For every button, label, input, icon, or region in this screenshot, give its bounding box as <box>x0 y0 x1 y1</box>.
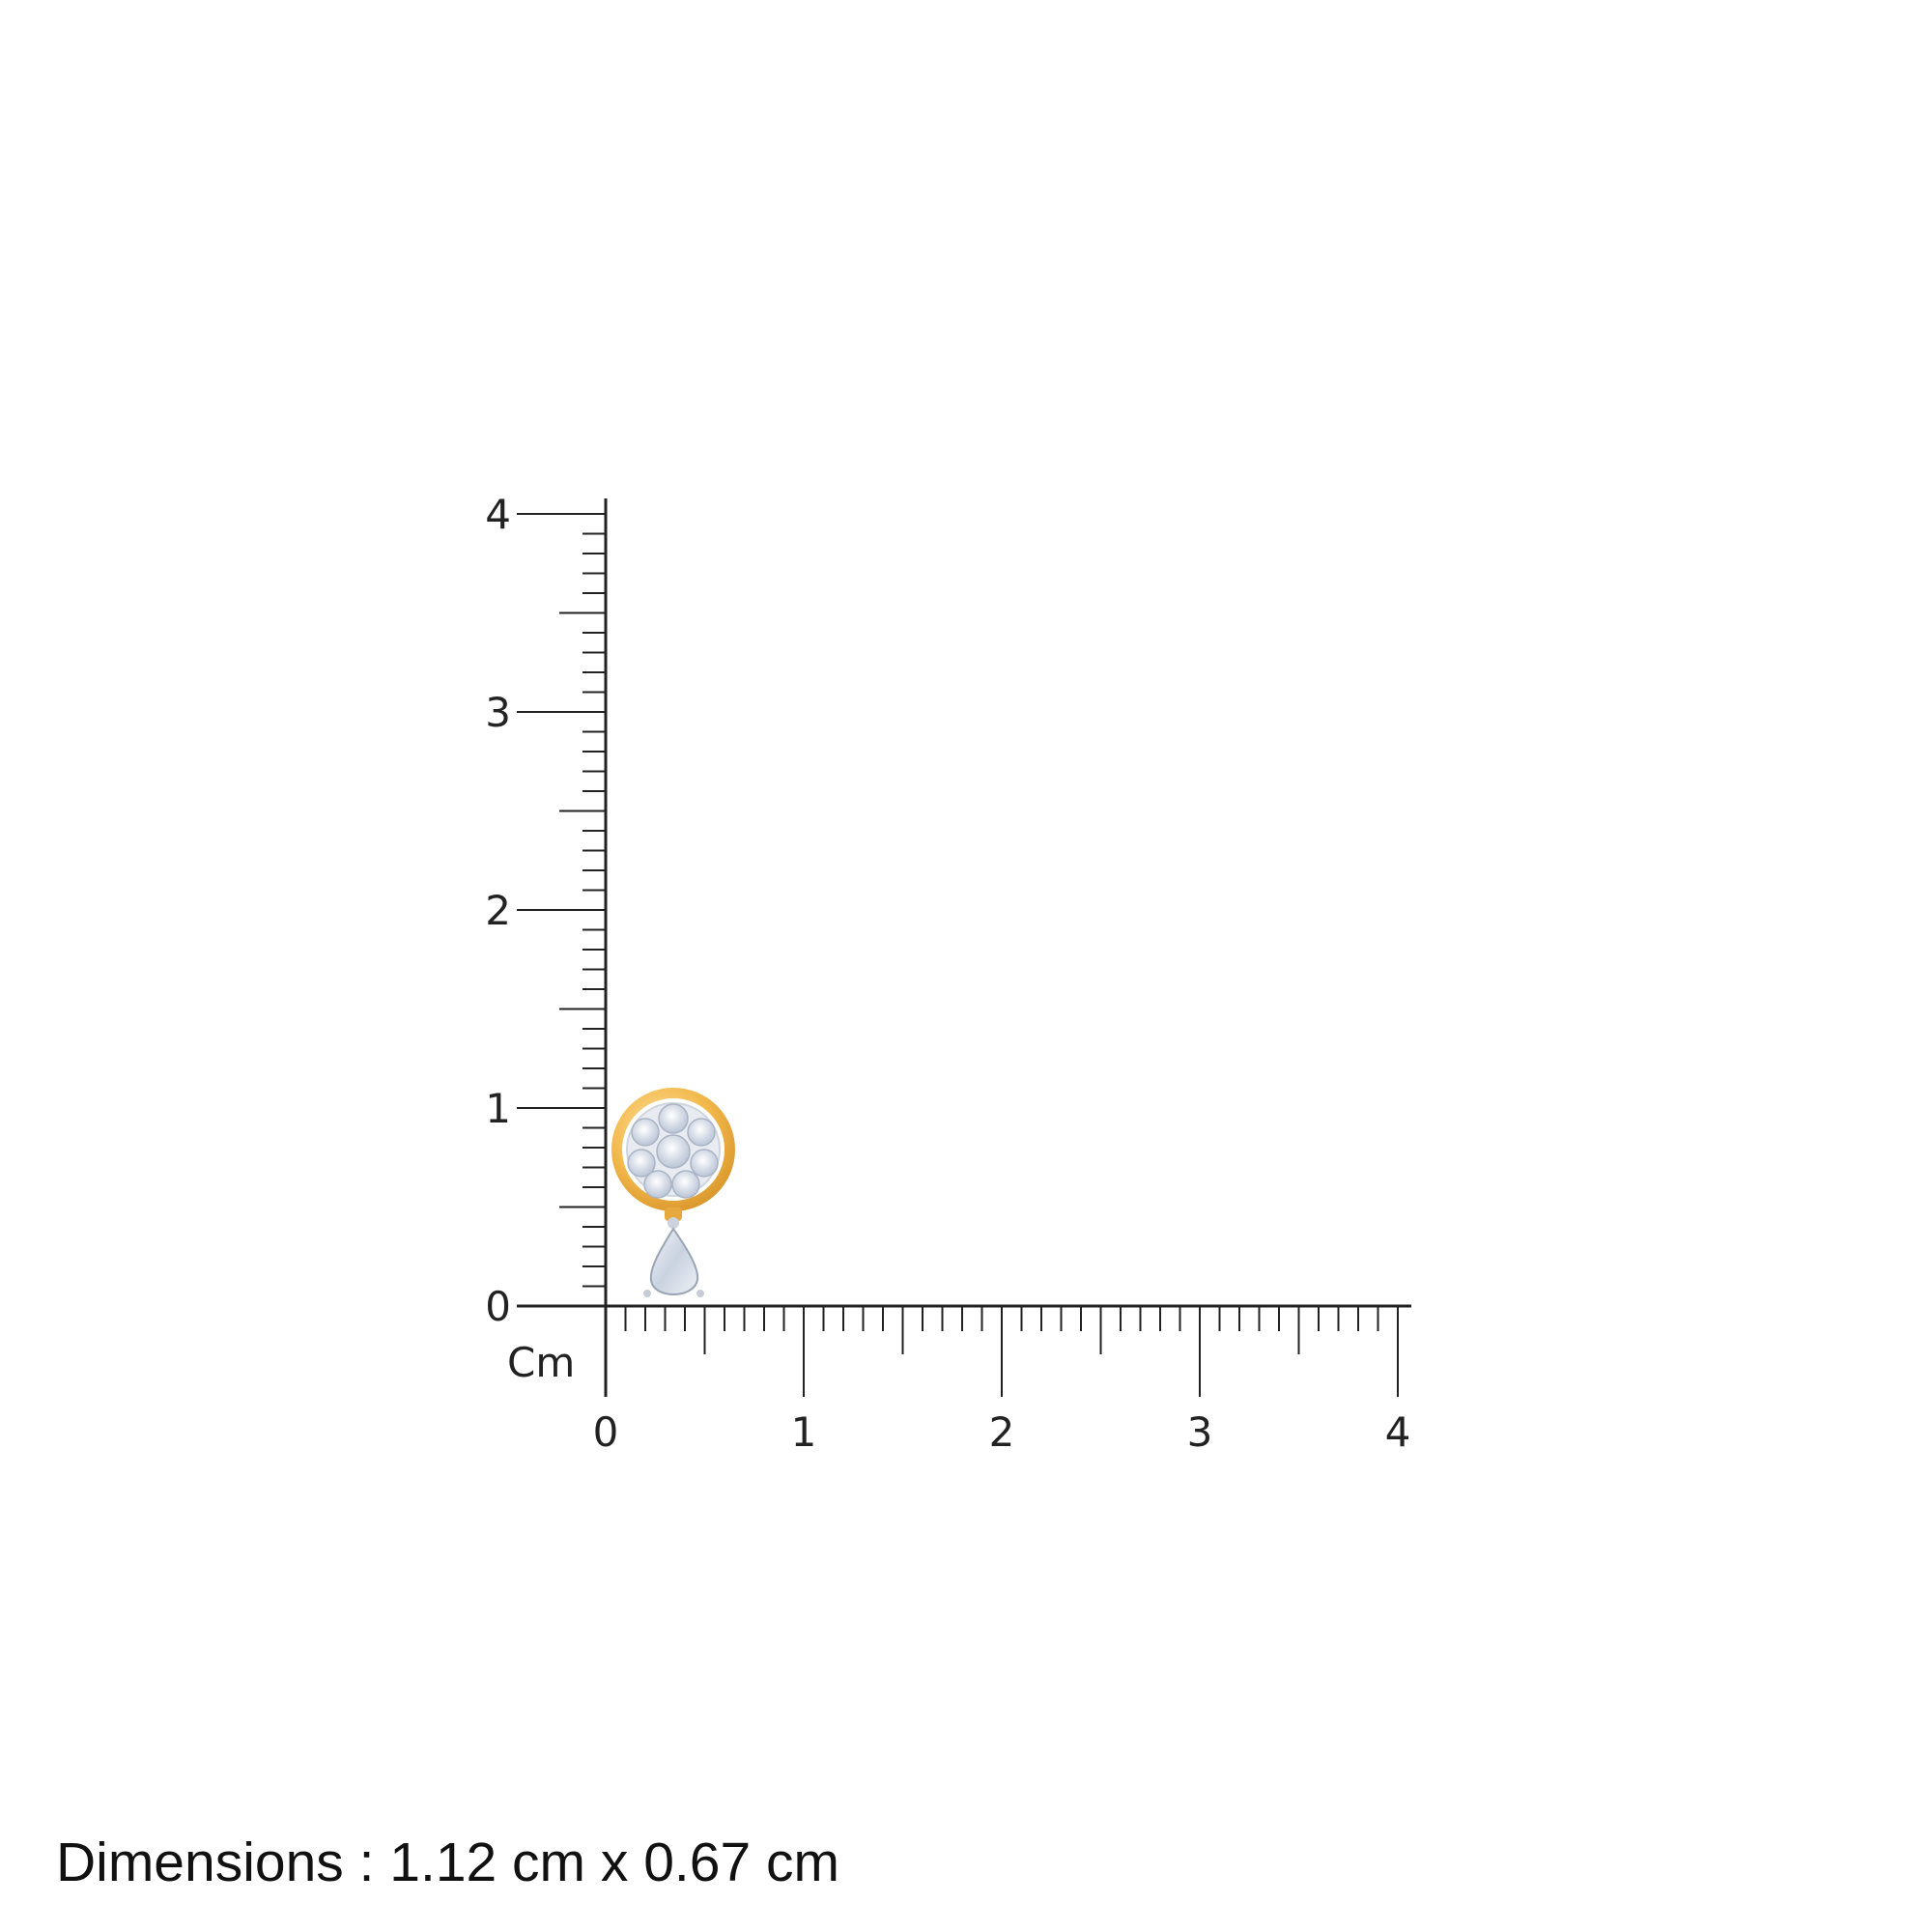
unit-label: Cm <box>507 1339 575 1386</box>
y-tick-label: 0 <box>485 1283 511 1330</box>
ruler-axes <box>517 498 1411 1397</box>
y-tick-label: 2 <box>485 887 511 934</box>
x-tick-label: 4 <box>1385 1408 1411 1456</box>
y-tick-label: 4 <box>485 491 511 538</box>
earring-image <box>611 1088 735 1297</box>
x-tick-label: 0 <box>593 1408 619 1456</box>
y-tick-label: 1 <box>485 1085 511 1132</box>
x-tick-label: 3 <box>1187 1408 1213 1456</box>
x-tick-label: 1 <box>791 1408 817 1456</box>
ruler-labels: 0 1 2 3 4 0 1 2 3 4 <box>485 491 1410 1456</box>
x-tick-label: 2 <box>989 1408 1015 1456</box>
y-tick-label: 3 <box>485 689 511 736</box>
dimensions-text: Dimensions : 1.12 cm x 0.67 cm <box>56 1832 839 1893</box>
